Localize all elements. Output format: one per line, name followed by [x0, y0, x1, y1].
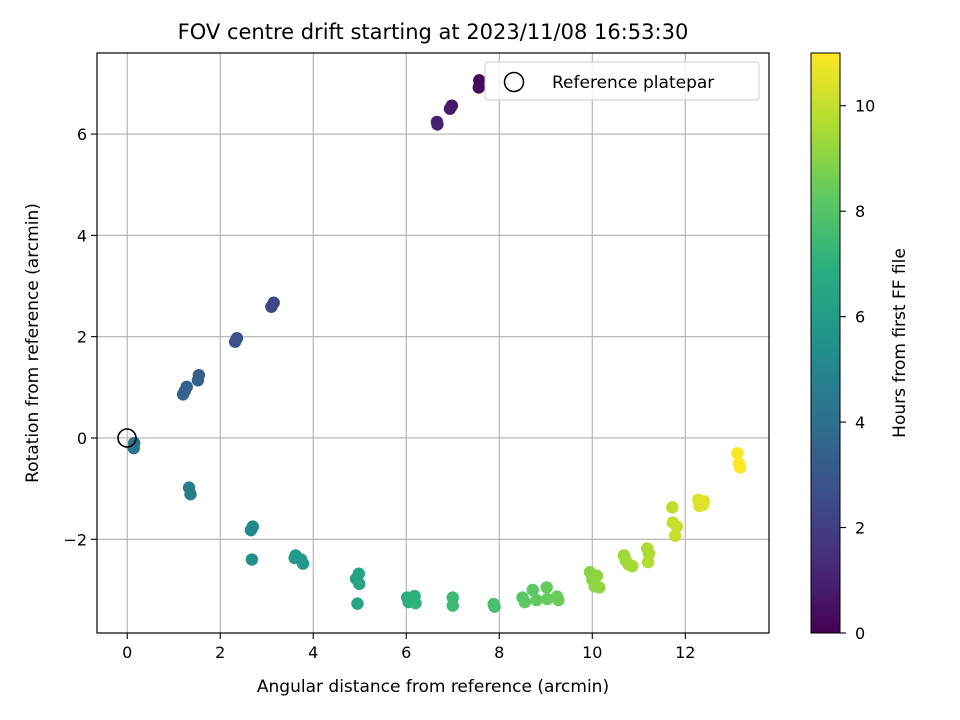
data-point: [696, 498, 710, 512]
data-point: [176, 388, 190, 401]
legend: Reference platepar: [484, 61, 760, 101]
data-points: [127, 74, 747, 613]
data-point: [431, 118, 444, 131]
data-point: [351, 597, 364, 610]
legend-box: [484, 61, 760, 101]
x-tick-label: 2: [215, 643, 225, 662]
data-point: [488, 600, 501, 613]
x-axis-label: Angular distance from reference (arcmin): [257, 677, 609, 697]
data-point: [245, 553, 259, 566]
data-point: [443, 102, 457, 115]
data-point: [228, 335, 242, 348]
data-point: [352, 567, 366, 580]
plot-frame: [96, 52, 770, 634]
y-tick-label: 4: [77, 226, 87, 245]
data-point: [540, 581, 553, 594]
data-point: [552, 593, 565, 607]
x-tick-label: 4: [308, 643, 318, 662]
x-tick-label: 0: [122, 643, 132, 662]
y-tick-label: −2: [63, 530, 87, 549]
data-point: [626, 559, 639, 573]
grid-lines: [97, 53, 769, 633]
data-point: [472, 81, 486, 94]
data-point: [731, 446, 744, 460]
data-point: [191, 374, 205, 387]
colorbar-tick-label: 2: [855, 519, 865, 538]
data-point: [666, 501, 679, 514]
y-axis-label: Rotation from reference (arcmin): [23, 203, 43, 483]
x-tick-label: 6: [401, 643, 411, 662]
data-point: [409, 596, 422, 610]
colorbar-tick-label: 0: [855, 624, 865, 643]
data-point: [127, 441, 140, 455]
data-point: [265, 300, 278, 313]
data-point: [244, 523, 258, 537]
data-point: [518, 595, 532, 609]
data-point: [446, 599, 459, 612]
colorbar: [810, 52, 841, 634]
colorbar-tick-label: 8: [855, 202, 865, 221]
data-point: [184, 488, 197, 501]
legend-marker: [503, 71, 525, 93]
data-point: [530, 593, 543, 607]
colorbar-label: Hours from first FF file: [890, 248, 910, 438]
colorbar-tick-label: 4: [855, 413, 865, 432]
colorbar-tick-label: 10: [855, 97, 875, 116]
data-point: [641, 555, 655, 569]
data-point: [590, 569, 604, 582]
y-axis-ticks: −2 0 2 4 6: [63, 125, 97, 549]
x-tick-label: 12: [675, 643, 695, 662]
data-point: [540, 592, 554, 606]
colorbar-ticks: 0 2 4 6 8 10: [840, 97, 875, 643]
data-point: [733, 461, 747, 474]
colorbar-tick-label: 6: [855, 308, 865, 327]
data-point: [526, 583, 539, 597]
x-axis-ticks: 0 2 4 6 8 10 12: [122, 633, 695, 662]
data-point: [593, 581, 606, 594]
y-tick-label: 6: [77, 125, 87, 144]
legend-label: Reference platepar: [552, 73, 714, 93]
data-point: [288, 551, 301, 565]
data-point: [353, 577, 366, 591]
y-tick-label: 0: [77, 429, 87, 448]
x-tick-label: 10: [582, 643, 602, 662]
reference-marker: [117, 428, 137, 448]
x-tick-label: 8: [494, 643, 504, 662]
data-point: [668, 529, 682, 542]
y-tick-label: 2: [77, 328, 87, 347]
chart-title: FOV centre drift starting at 2023/11/08 …: [178, 20, 689, 44]
